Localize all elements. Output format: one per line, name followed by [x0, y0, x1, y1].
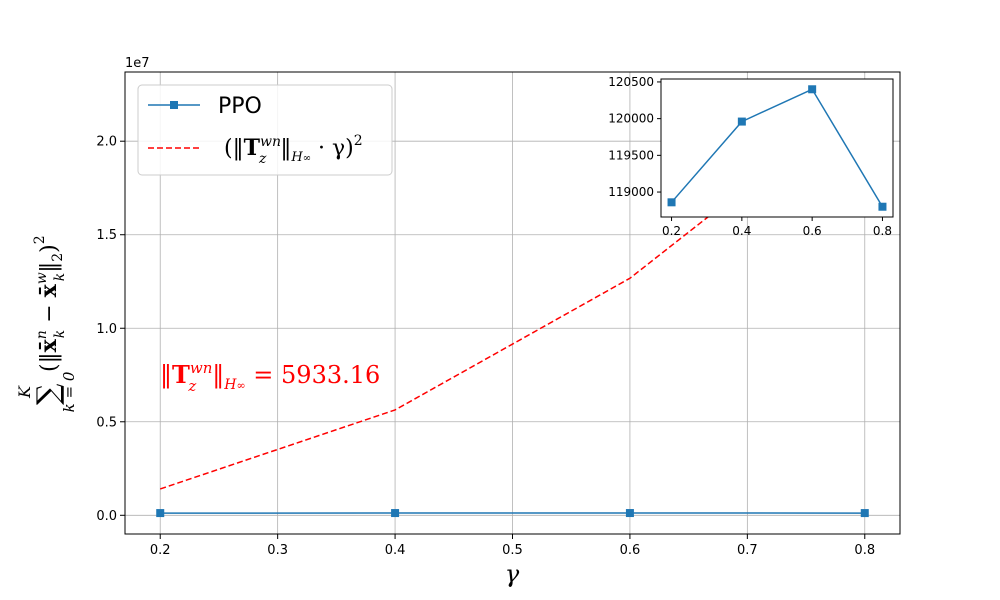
annotation-open: ‖ [160, 361, 172, 390]
y-label-norm-sub: 2 [50, 253, 66, 262]
y-axis-label: ∑ K k = 0 (‖x̄n k − x̄w k‖2)2 [15, 235, 78, 412]
inset-y-tick-label: 119500 [608, 148, 654, 162]
inset-ppo-marker [878, 202, 887, 211]
y-label-x2: x̄ [36, 283, 62, 297]
annotation-value: = 5933.16 [246, 361, 381, 389]
inset-background [661, 79, 893, 217]
inset-x-tick-label: 0.6 [803, 224, 822, 238]
legend: PPO (‖Twn z ‖H∞ · γ)2 [137, 84, 393, 176]
y-label-minus: − [37, 297, 62, 329]
main-axes: 0.2 0.3 0.4 0.5 0.6 0.7 0.8 0.0 0.5 1.0 1.5 2.0 1e… [96, 56, 901, 558]
inset-y-tick-label: 120000 [608, 112, 654, 126]
legend-bound-label: (‖Twn z ‖H∞ · γ)2 [224, 133, 363, 167]
y-label-sum-top: K [15, 385, 34, 399]
y-tick-label: 0.0 [96, 509, 117, 524]
annotation-close: ‖ [212, 361, 224, 390]
y-label-x1: x̄ [36, 338, 62, 352]
inset-ppo-marker [808, 85, 817, 94]
x-tick-label: 0.5 [502, 543, 523, 558]
annotation-T: T [172, 360, 190, 389]
main-y-ticks: 0.0 0.5 1.0 1.5 2.0 [96, 135, 125, 524]
x-tick-label: 0.2 [150, 543, 171, 558]
y-label-end: ) [37, 244, 62, 253]
legend-ppo-marker [170, 101, 178, 109]
annotation-inf: ∞ [236, 379, 245, 392]
inset-x-ticks: 0.2 0.4 0.6 0.8 [662, 217, 892, 238]
legend-bound-sup: wn [260, 134, 281, 150]
y-label-sum-bottom: k = 0 [60, 371, 78, 412]
main-grid [125, 72, 900, 534]
legend-box [137, 84, 393, 176]
y-label-pow: 2 [32, 235, 48, 244]
x-tick-label: 0.6 [620, 543, 641, 558]
inset-x-tick-label: 0.2 [662, 224, 681, 238]
legend-bound-pow: 2 [354, 133, 363, 149]
legend-bound-T: T [244, 135, 261, 161]
annotation-sub: z [187, 377, 196, 395]
inset-axes: 0.2 0.4 0.6 0.8 119000 119500 120000 120500 [608, 75, 894, 238]
norm-annotation: ‖Twn z ‖H∞ = 5933.16 [160, 359, 380, 395]
x-tick-label: 0.8 [854, 543, 875, 558]
legend-bound-mid: · γ) [311, 136, 354, 161]
main-x-ticks: 0.2 0.3 0.4 0.5 0.6 0.7 0.8 [150, 534, 875, 558]
inset-ppo-marker [737, 117, 746, 126]
x-axis-label: γ [505, 560, 520, 588]
x-tick-label: 0.4 [385, 543, 406, 558]
y-tick-label: 1.5 [96, 228, 117, 243]
y-label-body: (‖x̄n k − x̄w k‖2)2 [32, 235, 68, 372]
legend-bound-sub: z [258, 151, 267, 167]
y-label-x2-sub: k [52, 273, 68, 281]
legend-bound-hsub: H [290, 150, 303, 165]
inset-ppo-marker [667, 198, 676, 207]
ppo-point-marker [625, 509, 634, 518]
y-offset-label: 1e7 [125, 56, 150, 71]
x-tick-label: 0.7 [737, 543, 758, 558]
x-tick-label: 0.3 [267, 543, 288, 558]
annotation-hsub: H [223, 377, 237, 393]
legend-bound-close: ‖ [280, 136, 291, 161]
y-tick-label: 1.0 [96, 322, 117, 337]
y-label-open: (‖ [37, 352, 62, 372]
annotation-sup: wn [190, 359, 213, 377]
y-tick-label: 2.0 [96, 135, 117, 150]
y-label-x1-sub: k [52, 330, 68, 338]
y-label-x2-sup: w [34, 272, 50, 284]
inset-y-tick-label: 119000 [608, 185, 654, 199]
inset-x-tick-label: 0.8 [873, 224, 892, 238]
inset-series [667, 85, 887, 211]
y-tick-label: 0.5 [96, 415, 117, 430]
ppo-point-marker [156, 509, 165, 518]
ppo-point-marker [860, 509, 869, 518]
inset-y-tick-label: 120500 [608, 75, 654, 89]
inset-y-ticks: 119000 119500 120000 120500 [608, 75, 661, 199]
y-label-close: ‖ [37, 262, 62, 273]
y-label-x1-sup: n [34, 330, 50, 339]
inset-ppo-line [670, 88, 884, 208]
inset-plot-frame [660, 78, 894, 218]
legend-bound-open: (‖ [224, 136, 244, 161]
ppo-point-marker [391, 509, 400, 518]
y-label-sum: ∑ [31, 383, 66, 405]
inset-x-tick-label: 0.4 [732, 224, 751, 238]
legend-bound-inf: ∞ [303, 153, 311, 164]
legend-ppo-label: PPO [218, 94, 262, 119]
